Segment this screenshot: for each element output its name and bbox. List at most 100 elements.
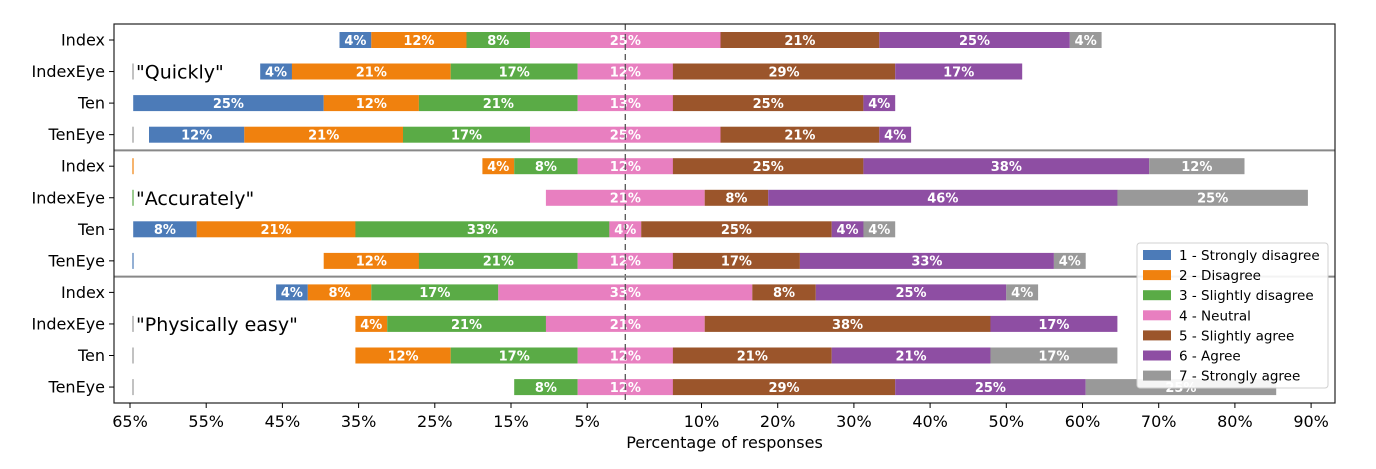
- bar-value-label: 21%: [895, 349, 926, 364]
- bar-value-label: 17%: [499, 65, 530, 80]
- legend-swatch: [1143, 370, 1171, 381]
- bar-value-label: 25%: [895, 286, 926, 301]
- bar-value-label: 46%: [927, 192, 958, 207]
- bar-value-label: 4%: [868, 97, 890, 112]
- bar-value-label: 17%: [499, 349, 530, 364]
- bar-value-label: 17%: [721, 255, 752, 270]
- bar-value-label: 33%: [467, 223, 498, 238]
- bar-segment: [863, 95, 896, 112]
- x-tick-label: 70%: [1141, 412, 1177, 431]
- bar-value-label: 4%: [360, 318, 382, 333]
- x-tick-label: 60%: [1065, 412, 1101, 431]
- bar-value-label: 4%: [281, 286, 303, 301]
- bar-value-label: 8%: [535, 381, 557, 396]
- legend-swatch: [1143, 310, 1171, 321]
- bar-segment: [1006, 284, 1039, 301]
- bar-segment: [466, 32, 530, 48]
- bar-segment: [260, 63, 292, 80]
- bar-value-label: 4%: [487, 160, 509, 175]
- x-tick-label: 40%: [912, 412, 948, 431]
- bar-segment: [1117, 189, 1308, 206]
- bar-segment: [403, 126, 530, 143]
- y-tick-label: Ten: [77, 220, 105, 239]
- bar-segment: [323, 252, 419, 269]
- y-tick-label: Ten: [77, 94, 105, 113]
- bar-segment: [672, 347, 832, 364]
- bar-value-label: 21%: [260, 223, 291, 238]
- y-tick-label: Index: [61, 31, 105, 50]
- bar-value-label: 8%: [773, 286, 795, 301]
- bar-value-label: 12%: [181, 129, 212, 144]
- bar-segment: [799, 252, 1054, 269]
- x-tick-label: 80%: [1217, 412, 1253, 431]
- bar-segment: [895, 379, 1086, 396]
- y-tick-label: Index: [61, 157, 105, 176]
- bar-row: 25% 12% 21% 13% 25% 4%: [133, 95, 896, 112]
- bar-segment: [720, 126, 880, 143]
- bar-value-label: 8%: [725, 192, 747, 207]
- legend-swatch: [1143, 330, 1171, 341]
- bar-value-label: 25%: [610, 34, 641, 49]
- bar-value-label: 8%: [535, 160, 557, 175]
- x-tick-label: 65%: [112, 412, 148, 431]
- legend-label: 6 - Agree: [1179, 349, 1241, 365]
- legend-swatch: [1143, 350, 1171, 361]
- y-tick-label: IndexEye: [32, 188, 105, 207]
- bar-value-label: 29%: [768, 381, 799, 396]
- bar-segment: [323, 95, 419, 112]
- bar-value-label: 4%: [1059, 255, 1081, 270]
- bar-value-label: 21%: [483, 255, 514, 270]
- bar-segment: [704, 315, 991, 332]
- bar-row: 4% 21% 21% 38% 17%: [132, 315, 1118, 333]
- legend-label: 3 - Slightly disagree: [1179, 288, 1314, 304]
- x-tick-label: 20%: [760, 412, 796, 431]
- bar-value-label: 8%: [154, 223, 176, 238]
- bar-segment: [990, 347, 1118, 364]
- bar-value-label: 21%: [483, 97, 514, 112]
- group-title: "Quickly": [136, 62, 224, 84]
- y-tick-label: TenEye: [48, 378, 105, 397]
- bar-segment: [133, 221, 197, 238]
- bar-segment: [133, 95, 324, 112]
- x-tick-label: 55%: [188, 412, 224, 431]
- x-axis-title: Percentage of responses: [626, 433, 823, 452]
- bar-segment: [1149, 158, 1245, 175]
- bar-row: 4% 8% 12% 25% 38% 12%: [132, 158, 1245, 175]
- legend-label: 1 - Strongly disagree: [1179, 248, 1320, 264]
- y-tick-label: Ten: [77, 346, 105, 365]
- bar-segment: [355, 315, 388, 332]
- y-tick-label: IndexEye: [32, 314, 105, 333]
- bar-value-label: 17%: [419, 286, 450, 301]
- bar-segment: [990, 315, 1118, 332]
- x-tick-label: 25%: [417, 412, 453, 431]
- y-tick-label: TenEye: [48, 125, 105, 144]
- bar-value-label: 4%: [344, 34, 366, 49]
- bar-segment: [450, 347, 578, 364]
- bar-value-label: 4%: [265, 65, 287, 80]
- legend-label: 2 - Disagree: [1179, 268, 1261, 284]
- bar-segment: [863, 221, 896, 238]
- legend-swatch: [1143, 270, 1171, 281]
- bar-value-label: 38%: [991, 160, 1022, 175]
- bar-segment: [672, 158, 864, 175]
- x-tick-label: 30%: [836, 412, 872, 431]
- bar-segment: [196, 221, 356, 238]
- bar-value-label: 17%: [1038, 349, 1069, 364]
- x-tick-label: 45%: [265, 412, 301, 431]
- bar-segment: [672, 252, 800, 269]
- legend-label: 7 - Strongly agree: [1179, 369, 1300, 385]
- bar-segment: [1053, 252, 1086, 269]
- bar-value-label: 25%: [959, 34, 990, 49]
- bar-value-label: 8%: [487, 34, 509, 49]
- group-title: "Physically easy": [136, 314, 298, 336]
- bar-segment: [339, 32, 372, 48]
- bar-segment: [244, 126, 404, 143]
- bar-segment: [641, 221, 832, 238]
- bar-value-label: 21%: [356, 65, 387, 80]
- bar-row: 4% 12% 8% 25% 21% 25% 4%: [339, 32, 1102, 49]
- bar-value-label: 4%: [868, 223, 890, 238]
- bar-value-label: 25%: [213, 97, 244, 112]
- bar-segment: [545, 315, 705, 332]
- bar-segment: [672, 379, 896, 396]
- x-tick-label: 50%: [989, 412, 1025, 431]
